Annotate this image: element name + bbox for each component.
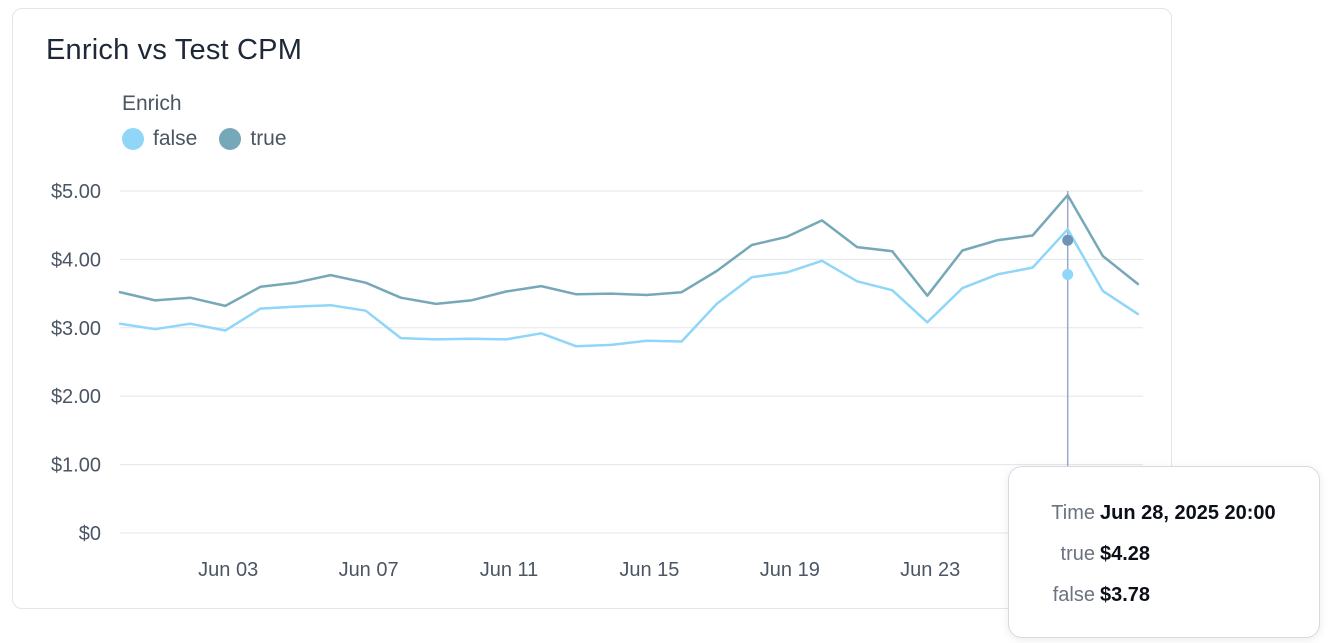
legend-title: Enrich bbox=[122, 92, 182, 115]
chart-title: Enrich vs Test CPM bbox=[46, 34, 303, 66]
x-tick-label-5: Jun 23 bbox=[900, 559, 960, 581]
y-tick-label-1: $1.00 bbox=[51, 455, 101, 477]
legend-label-true: true bbox=[250, 127, 287, 150]
hover-tooltip: Time Jun 28, 2025 20:00 true $4.28 false… bbox=[1008, 466, 1320, 638]
y-tick-label-3: $3.00 bbox=[51, 318, 101, 340]
y-tick-label-0: $0 bbox=[79, 523, 101, 545]
tooltip-time-label: Time bbox=[1051, 502, 1095, 524]
x-tick-label-1: Jun 07 bbox=[339, 559, 399, 581]
legend-item-false[interactable]: false bbox=[122, 127, 197, 151]
hover-point-true bbox=[1062, 234, 1074, 246]
legend-label-false: false bbox=[153, 127, 198, 150]
tooltip-false-value: $3.78 bbox=[1100, 584, 1151, 606]
series-line-true bbox=[118, 193, 1140, 308]
y-tick-label-5: $5.00 bbox=[51, 181, 101, 203]
legend: false true bbox=[122, 127, 287, 151]
x-tick-label-4: Jun 19 bbox=[760, 559, 820, 581]
tooltip-true-value: $4.28 bbox=[1100, 543, 1151, 565]
y-tick-label-2: $2.00 bbox=[51, 386, 101, 408]
tooltip-true-label: true bbox=[1060, 543, 1095, 565]
tooltip-time-value: Jun 28, 2025 20:00 bbox=[1100, 502, 1276, 524]
x-tick-label-0: Jun 03 bbox=[198, 559, 258, 581]
tooltip-false-label: false bbox=[1052, 584, 1095, 606]
series-line-false bbox=[118, 228, 1140, 348]
legend-item-true[interactable]: true bbox=[219, 127, 287, 151]
legend-dot-true-icon bbox=[219, 128, 242, 150]
x-tick-label-2: Jun 11 bbox=[480, 559, 539, 581]
hover-point-false bbox=[1062, 268, 1074, 280]
legend-dot-false-icon bbox=[122, 128, 144, 150]
chart-card bbox=[12, 8, 1172, 609]
x-tick-label-3: Jun 15 bbox=[619, 559, 679, 581]
y-tick-label-4: $4.00 bbox=[51, 249, 101, 271]
